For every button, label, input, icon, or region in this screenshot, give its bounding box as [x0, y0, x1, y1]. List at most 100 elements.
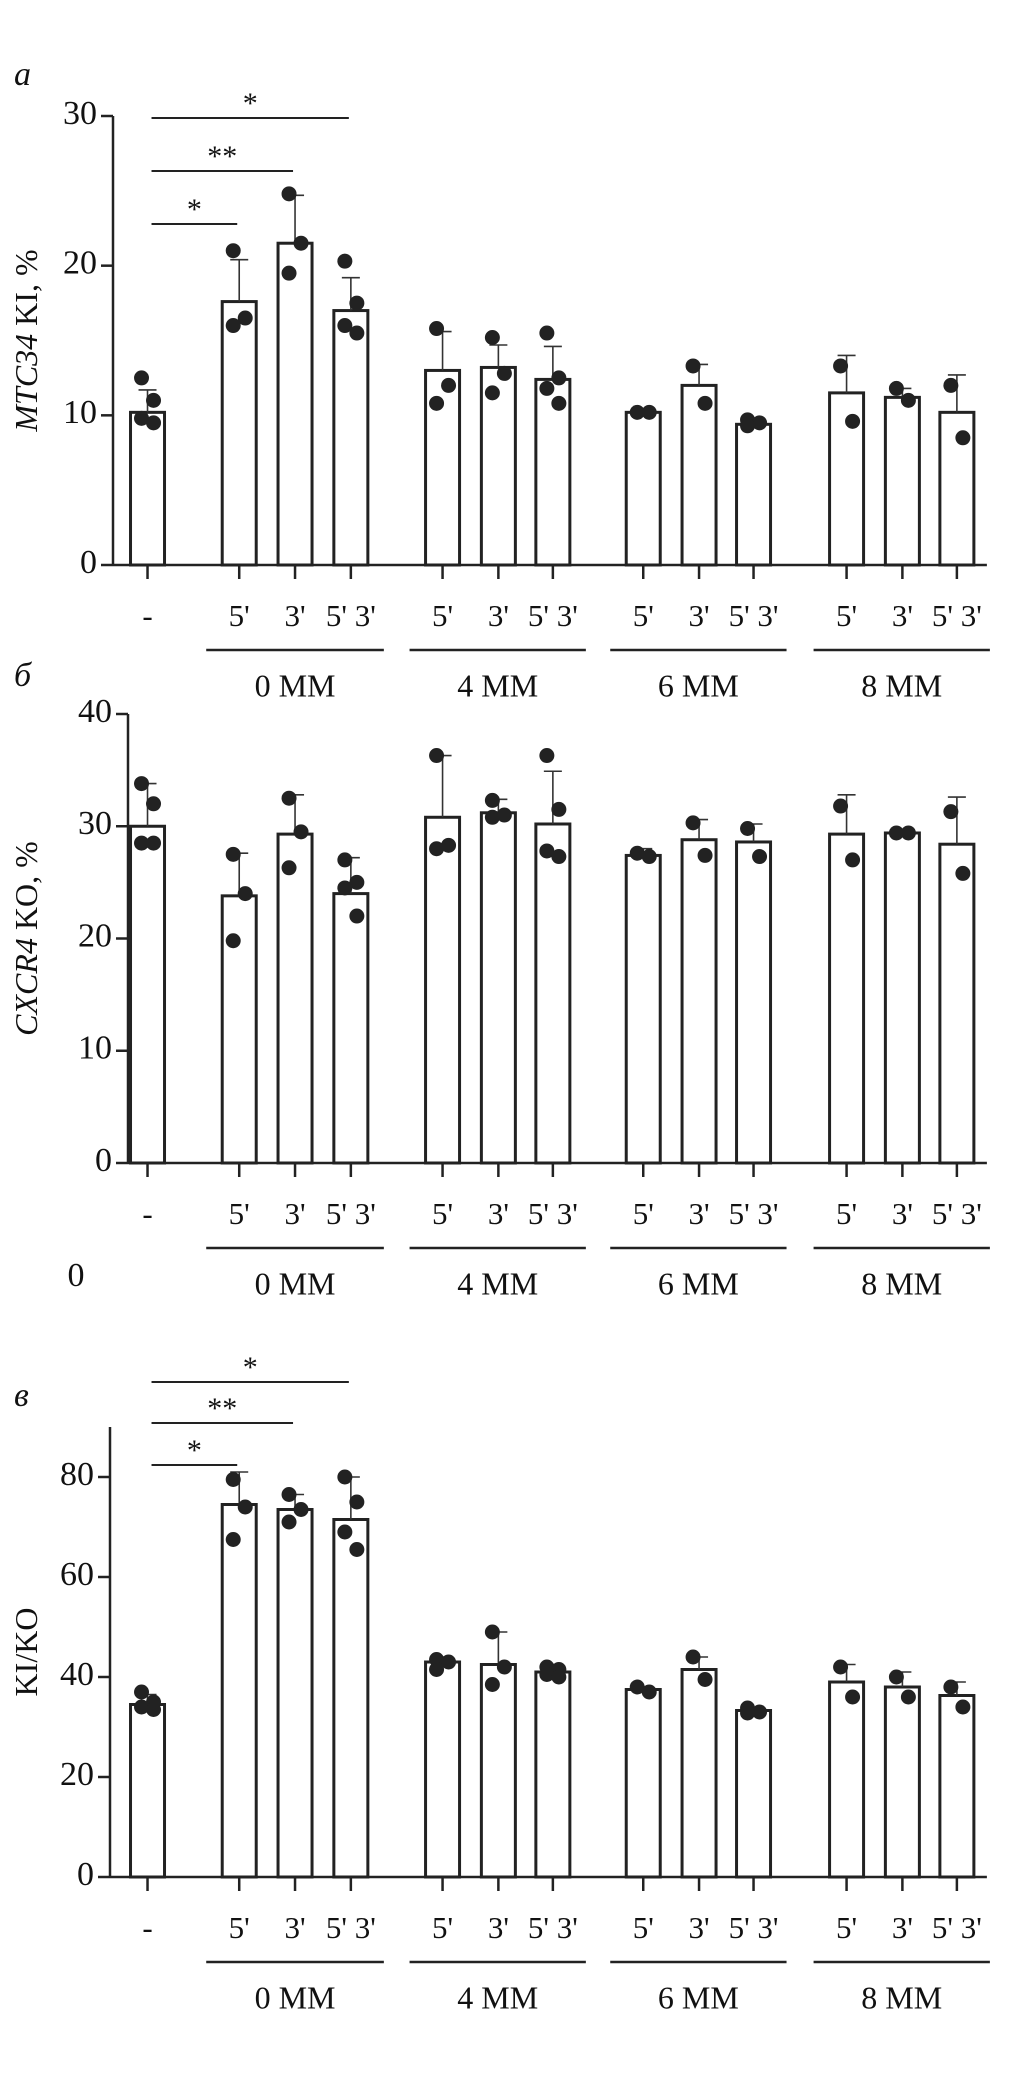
- group-label: 8 MM: [861, 1265, 942, 1301]
- data-point: [551, 849, 567, 865]
- x-tick-label: 5': [432, 598, 453, 633]
- y-tick-label: 10: [63, 394, 97, 431]
- x-tick-label: 3': [284, 598, 305, 633]
- data-point: [293, 235, 309, 251]
- bar: [276, 1508, 314, 1879]
- x-tick-label: 5': [633, 1910, 654, 1945]
- data-point: [281, 186, 297, 202]
- x-tick-label: 5': [633, 598, 654, 633]
- y-tick-label: 0: [77, 1856, 94, 1893]
- data-point: [281, 860, 297, 876]
- data-point: [697, 1672, 713, 1687]
- data-point: [134, 370, 150, 386]
- bar: [680, 383, 718, 567]
- y-tick-label: 20: [60, 1756, 94, 1793]
- group-label: 6 MM: [658, 667, 739, 703]
- data-point: [293, 1502, 309, 1517]
- data-point: [484, 1624, 500, 1640]
- x-tick-label: 5' 3': [326, 598, 376, 633]
- data-point: [685, 815, 701, 831]
- data-point: [539, 748, 555, 764]
- significance-label: **: [207, 1392, 237, 1425]
- group-label: 4 MM: [457, 1979, 538, 2015]
- bar: [883, 831, 921, 1165]
- data-point: [134, 1684, 150, 1700]
- data-point: [539, 1667, 555, 1682]
- group-label: 4 MM: [457, 1265, 538, 1301]
- y-tick-label: 20: [78, 917, 112, 954]
- data-point: [685, 358, 701, 374]
- x-tick-label: 5': [836, 1910, 857, 1945]
- data-point: [349, 908, 365, 924]
- bar: [883, 1685, 921, 1879]
- bar: [479, 1663, 517, 1879]
- data-point: [484, 385, 500, 401]
- y-axis-label-part: KO, %: [8, 841, 44, 938]
- x-tick-label: 5': [432, 1910, 453, 1945]
- bar: [129, 824, 167, 1165]
- data-point: [551, 801, 567, 817]
- data-point: [225, 318, 241, 334]
- bar: [424, 1660, 462, 1879]
- data-point: [496, 807, 512, 823]
- x-tick-label: 3': [488, 1196, 509, 1231]
- x-tick-label: -: [142, 598, 152, 633]
- data-point: [539, 325, 555, 341]
- data-point: [740, 418, 756, 434]
- x-tick-label: 3': [284, 1910, 305, 1945]
- bar: [735, 1709, 773, 1879]
- data-point: [349, 325, 365, 341]
- x-tick-label: 3': [488, 598, 509, 633]
- data-point: [740, 820, 756, 836]
- y-tick-label: 20: [63, 244, 97, 281]
- x-tick-label: 5' 3': [932, 1910, 982, 1945]
- bar: [220, 894, 258, 1165]
- data-point: [641, 849, 657, 865]
- group-label: 0 MM: [255, 1979, 336, 2015]
- data-point: [943, 1679, 959, 1695]
- significance-label: *: [243, 87, 258, 120]
- data-point: [441, 837, 457, 853]
- group-label: 0 MM: [255, 1265, 336, 1301]
- y-tick-label: 0: [80, 544, 97, 581]
- y-tick-label: 40: [60, 1656, 94, 1693]
- data-point: [955, 865, 971, 881]
- bar: [276, 241, 314, 567]
- data-point: [225, 933, 241, 949]
- x-tick-label: 3': [284, 1196, 305, 1231]
- group-label: 8 MM: [861, 1979, 942, 2015]
- x-tick-label: 5': [633, 1196, 654, 1231]
- y-tick-label: 30: [63, 95, 97, 132]
- x-tick-label: 5' 3': [326, 1910, 376, 1945]
- data-point: [943, 377, 959, 393]
- data-point: [900, 1689, 916, 1705]
- data-point: [429, 841, 445, 857]
- x-tick-label: 3': [689, 598, 710, 633]
- data-point: [551, 395, 567, 411]
- data-point: [237, 310, 253, 326]
- data-point: [484, 809, 500, 825]
- bar: [735, 422, 773, 567]
- significance-label: *: [187, 1434, 202, 1467]
- x-tick-label: -: [142, 1910, 152, 1945]
- x-tick-label: 5' 3': [326, 1196, 376, 1231]
- bar: [129, 1703, 167, 1879]
- bar: [424, 815, 462, 1165]
- group-label: 0 MM: [255, 667, 336, 703]
- data-point: [134, 835, 150, 851]
- data-point: [146, 796, 162, 812]
- panel-label: в: [14, 1377, 29, 1414]
- data-point: [888, 1669, 904, 1685]
- data-point: [955, 430, 971, 446]
- y-tick-label: 0: [95, 1142, 112, 1179]
- data-point: [629, 845, 645, 861]
- x-tick-label: 3': [892, 1196, 913, 1231]
- data-point: [429, 321, 445, 337]
- data-point: [551, 370, 567, 386]
- data-point: [752, 415, 768, 431]
- panel-label: а: [14, 56, 31, 93]
- data-point: [146, 1702, 162, 1717]
- bar: [828, 832, 866, 1165]
- data-point: [146, 835, 162, 851]
